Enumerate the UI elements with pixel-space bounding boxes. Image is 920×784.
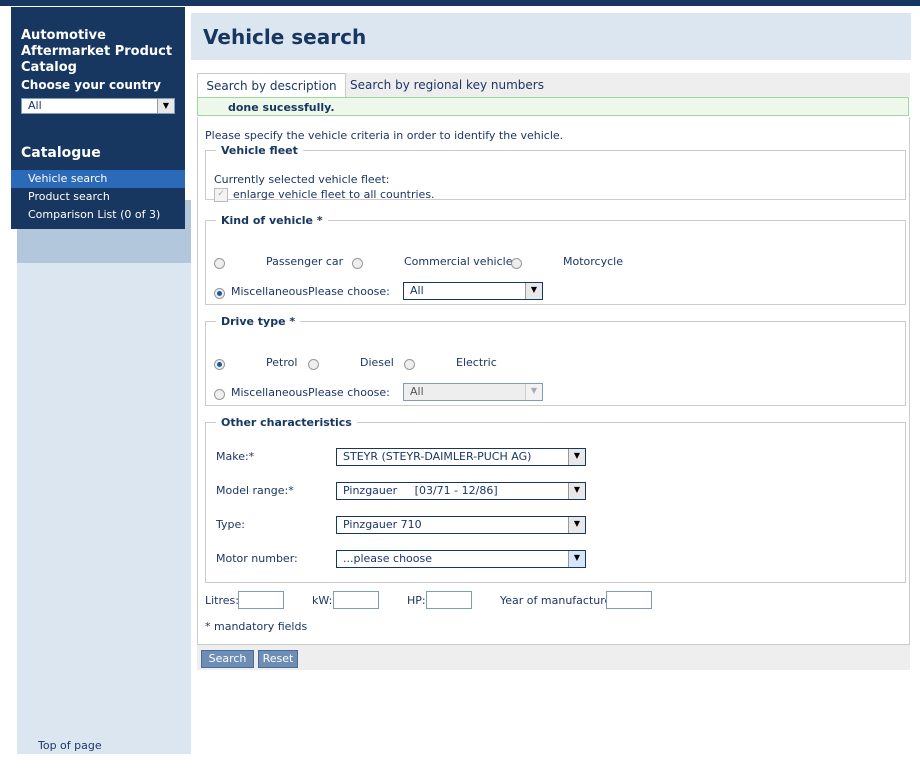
model-range-select[interactable]: Pinzgauer [03/71 - 12/86] ▼ — [336, 482, 586, 500]
country-value: All — [28, 99, 42, 112]
search-button[interactable]: Search — [201, 650, 254, 668]
reset-button[interactable]: Reset — [258, 650, 298, 668]
radio-miscellaneous[interactable] — [214, 288, 225, 299]
tab-bar: Search by description Search by regional… — [197, 73, 910, 97]
motor-number-select[interactable]: ...please choose ▼ — [336, 550, 586, 568]
chevron-down-icon: ▼ — [157, 99, 174, 113]
drive-misc-select[interactable]: All ▼ — [403, 383, 543, 401]
radio-petrol[interactable] — [214, 359, 225, 370]
chevron-down-icon: ▼ — [568, 449, 585, 465]
type-label: Type: — [216, 518, 245, 531]
model-range-label: Model range:* — [216, 484, 294, 497]
other-characteristics-legend: Other characteristics — [221, 416, 352, 429]
drive-please-choose-label: Please choose: — [308, 386, 390, 399]
hp-label: HP: — [407, 594, 426, 607]
year-label: Year of manufacture: — [500, 594, 615, 607]
kind-misc-value: All — [410, 284, 424, 297]
enlarge-fleet-checkbox[interactable]: ✓ — [214, 188, 228, 202]
litres-label: Litres: — [205, 594, 239, 607]
page-title: Vehicle search — [203, 25, 367, 49]
kw-input[interactable] — [333, 591, 379, 609]
chevron-down-icon: ▼ — [568, 517, 585, 533]
diesel-label: Diesel — [360, 356, 394, 369]
make-value: STEYR (STEYR-DAIMLER-PUCH AG) — [343, 450, 532, 463]
make-label: Make:* — [216, 450, 255, 463]
top-bar — [0, 0, 920, 6]
sidebar-item-vehicle-search[interactable]: Vehicle search — [11, 170, 185, 188]
motorcycle-label: Motorcycle — [563, 255, 623, 268]
commercial-vehicle-label: Commercial vehicle — [404, 255, 513, 268]
chevron-down-icon: ▼ — [568, 483, 585, 499]
radio-drive-miscellaneous[interactable] — [214, 389, 225, 400]
button-bar: Search Reset — [197, 645, 910, 670]
type-select[interactable]: Pinzgauer 710 ▼ — [336, 516, 586, 534]
kind-of-vehicle-fieldset: Kind of vehicle * Passenger car Commerci… — [205, 214, 906, 305]
intro-text: Please specify the vehicle criteria in o… — [205, 129, 564, 142]
vehicle-fleet-fieldset: Vehicle fleet Currently selected vehicle… — [205, 144, 906, 202]
tab-search-by-regional-key-numbers[interactable]: Search by regional key numbers — [350, 78, 544, 92]
radio-diesel[interactable] — [308, 359, 319, 370]
chevron-down-icon: ▼ — [525, 384, 542, 400]
left-column — [17, 200, 191, 754]
kw-label: kW: — [312, 594, 333, 607]
radio-motorcycle[interactable] — [511, 258, 522, 269]
chevron-down-icon: ▼ — [525, 283, 542, 299]
drive-type-fieldset: Drive type * Petrol Diesel Electric Misc… — [205, 315, 906, 406]
sidebar-item-product-search[interactable]: Product search — [28, 190, 110, 203]
hp-input[interactable] — [426, 591, 472, 609]
tab-search-by-description[interactable]: Search by description — [197, 73, 346, 97]
please-choose-label: Please choose: — [308, 285, 390, 298]
current-fleet-label: Currently selected vehicle fleet: — [214, 173, 390, 186]
motor-number-value: ...please choose — [343, 552, 433, 565]
radio-commercial-vehicle[interactable] — [352, 258, 363, 269]
make-select[interactable]: STEYR (STEYR-DAIMLER-PUCH AG) ▼ — [336, 448, 586, 466]
country-select[interactable]: All ▼ — [21, 98, 175, 114]
kind-misc-select[interactable]: All ▼ — [403, 282, 543, 300]
catalogue-heading: Catalogue — [21, 145, 101, 161]
status-message: done sucessfully. — [197, 97, 909, 116]
chevron-down-icon: ▼ — [568, 551, 585, 567]
app-title: Automotive Aftermarket Product Catalog — [21, 28, 173, 75]
radio-passenger-car[interactable] — [214, 258, 225, 269]
motor-number-label: Motor number: — [216, 552, 298, 565]
other-characteristics-fieldset: Other characteristics Make:* STEYR (STEY… — [205, 416, 906, 583]
drive-type-legend: Drive type * — [221, 315, 296, 328]
top-of-page-link[interactable]: Top of page — [38, 739, 102, 752]
year-input[interactable] — [606, 591, 652, 609]
litres-input[interactable] — [238, 591, 284, 609]
sidebar-item-comparison-list[interactable]: Comparison List (0 of 3) — [28, 208, 161, 221]
drive-miscellaneous-label: Miscellaneous — [231, 386, 309, 399]
drive-misc-value: All — [410, 385, 424, 398]
model-range-value: Pinzgauer [03/71 - 12/86] — [343, 484, 498, 497]
type-value: Pinzgauer 710 — [343, 518, 422, 531]
vehicle-fleet-legend: Vehicle fleet — [221, 144, 298, 157]
electric-label: Electric — [456, 356, 497, 369]
petrol-label: Petrol — [266, 356, 298, 369]
enlarge-fleet-label: enlarge vehicle fleet to all countries. — [233, 188, 435, 201]
search-form: Please specify the vehicle criteria in o… — [197, 117, 910, 645]
page-header: Vehicle search — [191, 13, 911, 60]
miscellaneous-label: Miscellaneous — [231, 285, 309, 298]
country-label: Choose your country — [21, 78, 161, 92]
mandatory-note: * mandatory fields — [205, 620, 308, 633]
kind-of-vehicle-legend: Kind of vehicle * — [221, 214, 323, 227]
passenger-car-label: Passenger car — [266, 255, 344, 268]
sidebar: Automotive Aftermarket Product Catalog C… — [11, 7, 185, 229]
radio-electric[interactable] — [404, 359, 415, 370]
